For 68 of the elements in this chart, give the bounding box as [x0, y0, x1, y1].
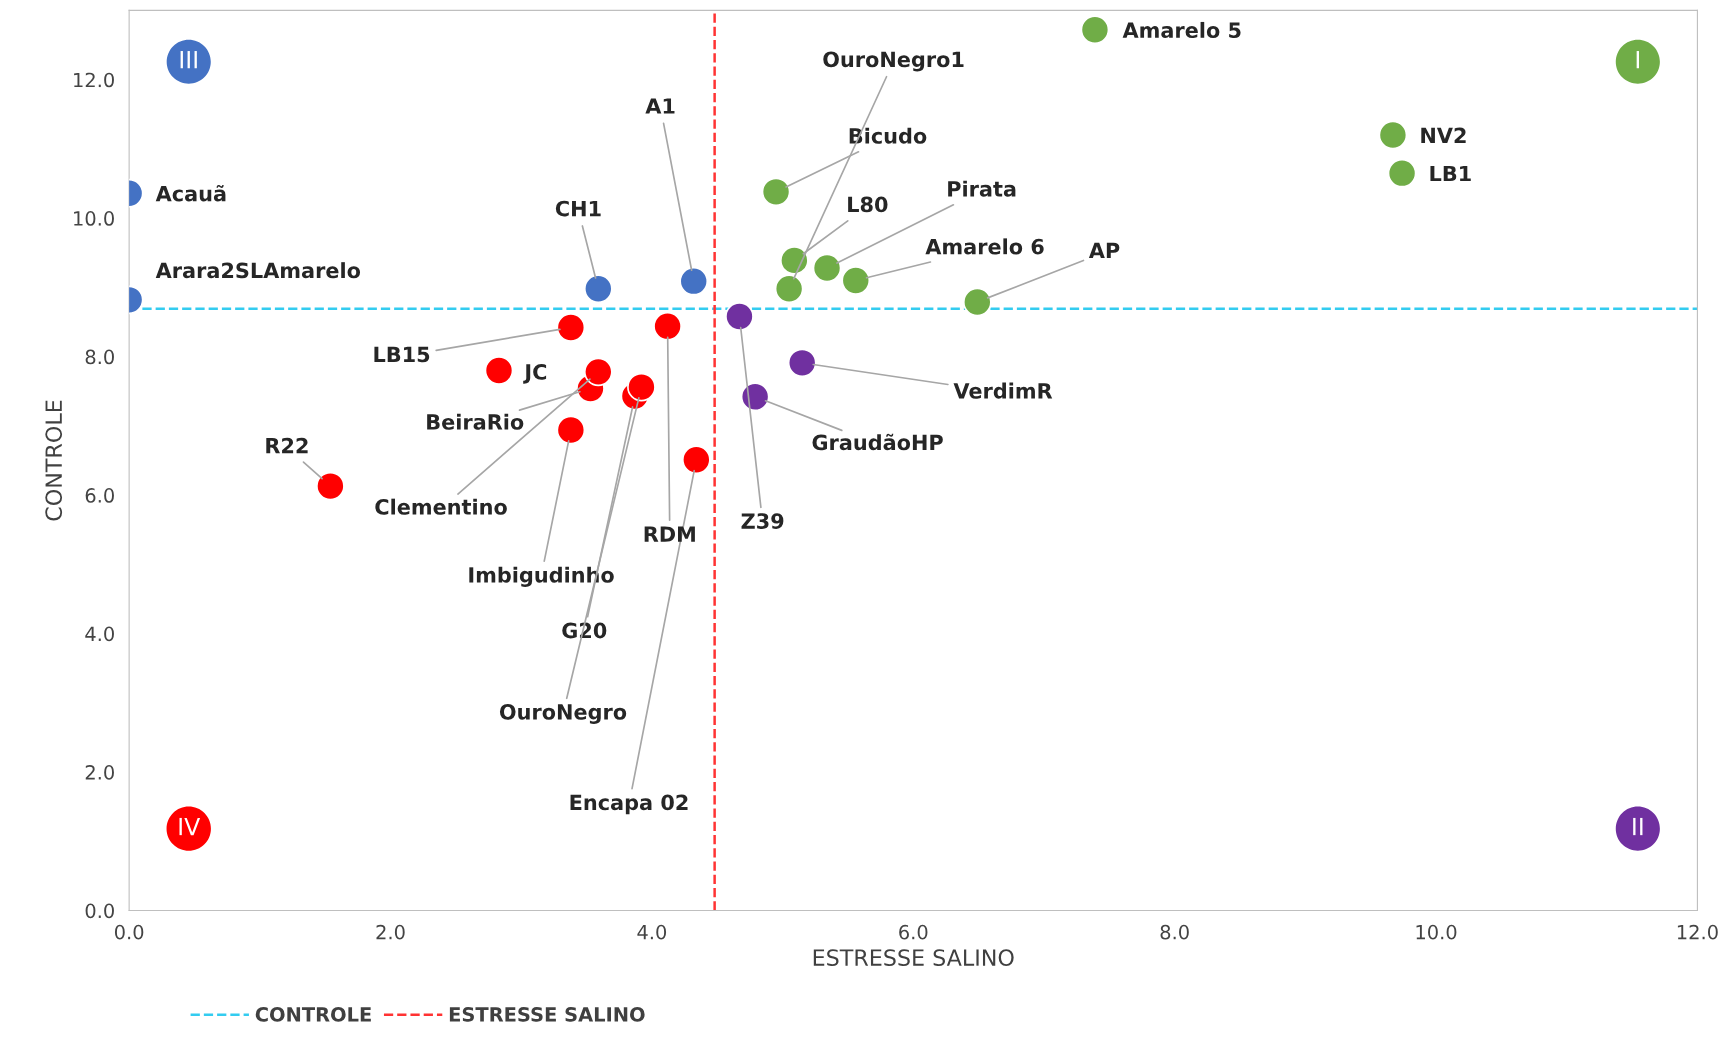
point: [761, 177, 791, 207]
point: [681, 445, 711, 475]
y-tick-label: 4.0: [85, 626, 114, 642]
data-label: Z39: [741, 513, 784, 529]
data-label: OuroNegro: [499, 703, 627, 724]
data-label: BeiraRio: [427, 413, 524, 430]
x-axis-title: ESTRESSE SALINO: [813, 949, 1014, 966]
data-label: CH1: [555, 200, 601, 217]
data-label: L80: [848, 196, 888, 213]
x-tick-label: 8.0: [1160, 924, 1189, 940]
data-label: R22: [266, 437, 308, 454]
point: [962, 287, 992, 317]
data-label: AP: [1088, 242, 1120, 258]
y-axis-title: CONTROLE: [45, 400, 63, 521]
data-label: Amarelo 6: [925, 238, 1044, 255]
y-tick-label: 0.0: [85, 903, 114, 919]
x-tick-label: 0.0: [114, 924, 144, 940]
point: [556, 415, 586, 445]
data-label: Bicudo: [849, 127, 927, 144]
point: [841, 266, 871, 295]
point: [1387, 158, 1417, 188]
point: [556, 313, 586, 342]
data-label: Imbigudinho: [469, 566, 614, 588]
legend-label: ESTRESSE SALINO: [449, 1007, 645, 1022]
annotation: IV: [179, 817, 201, 836]
data-label: Arara2SLAmarelo: [155, 262, 361, 279]
x-tick-label: 12.0: [1677, 924, 1718, 940]
point: [774, 274, 804, 304]
data-label: Clementino: [375, 498, 507, 515]
y-tick-label: 10.0: [74, 211, 114, 226]
data-label: G20: [562, 622, 607, 639]
point: [583, 357, 613, 387]
data-label: NV2: [1421, 127, 1466, 144]
x-tick-label: 4.0: [637, 924, 667, 940]
point: [779, 246, 809, 275]
data-label: Pirata: [948, 180, 1016, 197]
point: [316, 471, 345, 501]
data-label: OuroNegro1: [823, 51, 964, 72]
y-tick-label: 6.0: [85, 488, 114, 503]
legend-label: CONTROLE: [255, 1007, 371, 1022]
point: [484, 356, 514, 385]
data-label: LB15: [374, 346, 430, 363]
point: [787, 348, 817, 378]
point: [653, 311, 682, 341]
data-label: LB1: [1430, 165, 1471, 182]
point: [740, 382, 770, 412]
data-label: A1: [645, 98, 675, 114]
x-tick-label: 6.0: [899, 924, 928, 940]
point: [812, 253, 842, 283]
data-label: JC: [523, 364, 547, 384]
x-tick-label: 10.0: [1416, 924, 1457, 940]
data-label: Encapa 02: [570, 794, 688, 815]
x-tick-label: 2.0: [376, 924, 405, 940]
y-tick-label: 2.0: [85, 765, 114, 780]
point: [1378, 120, 1408, 150]
point: [1080, 15, 1110, 45]
y-tick-label: 8.0: [85, 349, 114, 365]
data-label: Amarelo 5: [1122, 21, 1241, 39]
point: [627, 372, 656, 402]
data-label: GraudãoHP: [812, 433, 943, 451]
annotation: I: [1636, 51, 1639, 69]
data-label: RDM: [644, 526, 695, 542]
annotation: III: [180, 51, 197, 69]
annotation: II: [1633, 817, 1643, 836]
data-label: Acauã: [155, 184, 226, 202]
point: [725, 302, 754, 331]
data-label: VerdimR: [953, 382, 1053, 399]
y-tick-label: 12.0: [74, 72, 114, 88]
